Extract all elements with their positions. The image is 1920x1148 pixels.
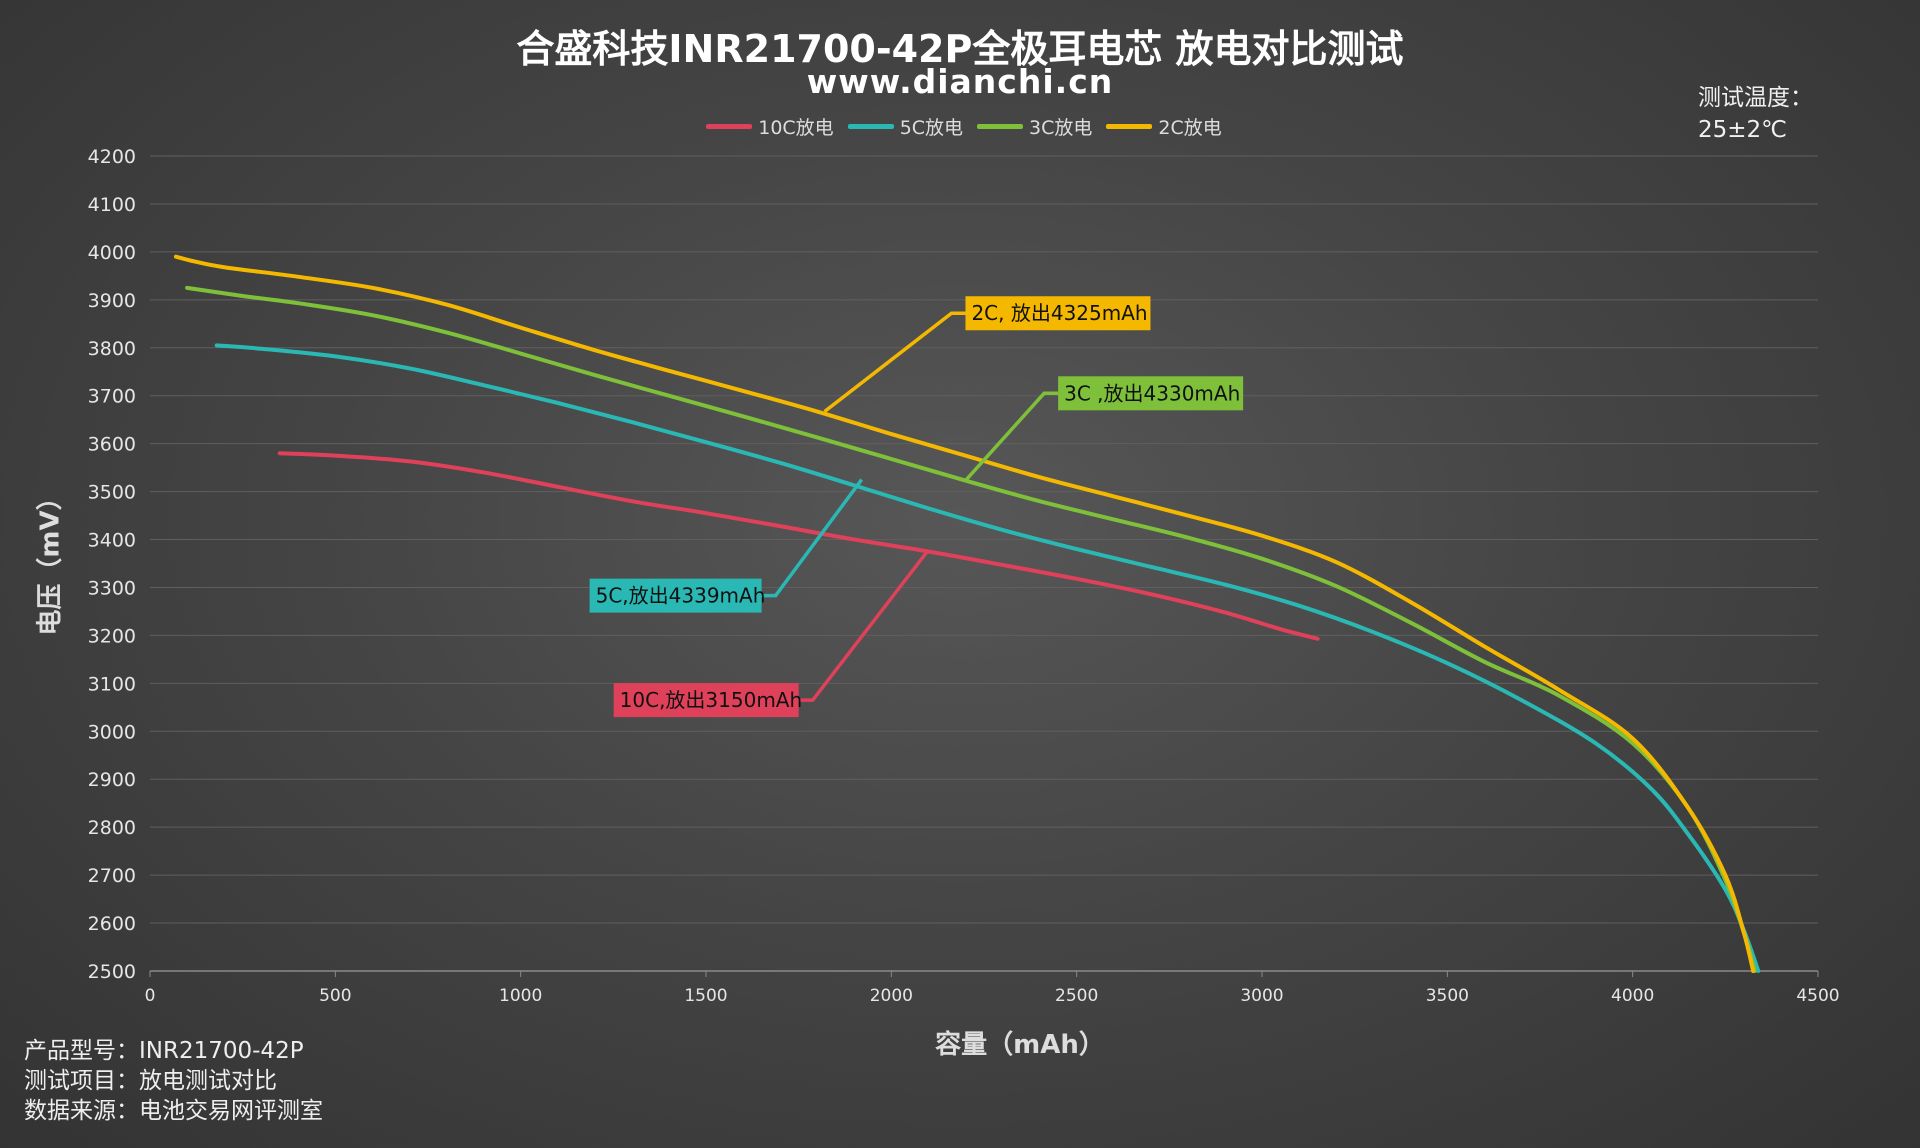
x-tick-label: 0 [145,986,156,1006]
legend-label: 10C放电 [758,117,834,139]
info-model: 产品型号：INR21700-42P [24,1038,304,1064]
temperature-label: 测试温度： [1698,85,1813,111]
annotation-box [1058,376,1244,411]
y-tick-label: 3600 [88,434,136,456]
temperature-note: 测试温度： 25±2℃ [1698,82,1813,146]
y-tick-label: 2700 [88,865,136,887]
annotation-label: 10C,放出3150mAh [620,688,803,712]
legend-swatch [977,124,1024,129]
annotation-leader [798,549,930,702]
y-tick-label: 3700 [88,386,136,408]
x-tick-label: 2500 [1055,986,1098,1006]
y-tick-label: 3000 [88,721,136,743]
legend: 10C放电 5C放电 3C放电 2C放电 [0,113,1920,140]
y-tick-label: 3400 [88,530,136,552]
legend-label: 5C放电 [899,117,964,139]
y-tick-label: 3300 [88,577,136,599]
legend-item: 10C放电 [706,113,834,140]
legend-swatch [706,124,753,129]
series-line-3 [173,254,1756,973]
x-tick-label: 4000 [1611,986,1654,1006]
grid [150,155,1818,972]
y-tick-label: 4000 [88,242,136,264]
x-tick-label: 2000 [870,986,913,1006]
series-line-2 [185,285,1757,973]
info-source: 数据来源：电池交易网评测室 [24,1098,323,1124]
x-tick-label: 1500 [684,986,727,1006]
legend-item: 2C放电 [1106,113,1222,140]
y-tick-label: 3800 [88,338,136,360]
y-tick-label: 2500 [88,961,136,983]
y-tick-label: 2600 [88,913,136,935]
annotation-label: 5C,放出4339mAh [596,584,766,608]
chart-subtitle: www.dianchi.cn [806,62,1114,101]
info-block: 产品型号：INR21700-42P 测试项目：放电测试对比 数据来源：电池交易网… [24,1036,323,1126]
annotation-leader [964,391,1059,482]
series-line-0 [277,451,1320,641]
annotation-box [589,578,762,613]
y-tick-label: 3200 [88,625,136,647]
y-tick-label: 2800 [88,817,136,839]
x-tick-label: 3000 [1240,986,1283,1006]
legend-item: 3C放电 [977,113,1092,140]
y-tick-label: 4100 [88,194,136,216]
y-tick-label: 3100 [88,673,136,695]
legend-swatch [847,124,894,129]
info-project: 测试项目：放电测试对比 [24,1068,277,1094]
temperature-value: 25±2℃ [1698,117,1788,143]
legend-label: 3C放电 [1029,117,1093,139]
x-tick-label: 3500 [1426,986,1469,1006]
annotation-leader [823,311,966,413]
x-tick-label: 1000 [499,986,542,1006]
series-line-1 [214,343,1761,973]
y-tick-label: 4200 [88,146,136,168]
y-tick-label: 2900 [88,769,136,791]
y-tick-label: 3900 [88,290,136,312]
annotation-leader [761,478,864,598]
annotation-box [613,683,799,718]
legend-item: 5C放电 [847,113,964,140]
annotation-label: 3C ,放出4330mAh [1064,381,1240,405]
x-axis-label: 容量（mAh） [935,1030,1105,1060]
legend-label: 2C放电 [1158,117,1222,139]
series-lines [173,254,1761,973]
legend-swatch [1106,124,1153,129]
chart-title: 合盛科技INR21700-42P全极耳电芯 放电对比测试 [516,27,1404,71]
x-tick-label: 500 [319,986,351,1006]
annotations: 2C, 放出4325mAh 3C ,放出4330mAh 5C,放出4339mAh 10… [589,296,1244,718]
axis-ticks: 2500 2600 2700 2800 2900 3000 3100 3200 3300 3400… [88,146,1840,1006]
annotation-label: 2C, 放出4325mAh [971,301,1147,325]
annotation-box [965,296,1151,331]
y-tick-label: 3500 [88,482,136,504]
x-tick-label: 4500 [1796,986,1839,1006]
